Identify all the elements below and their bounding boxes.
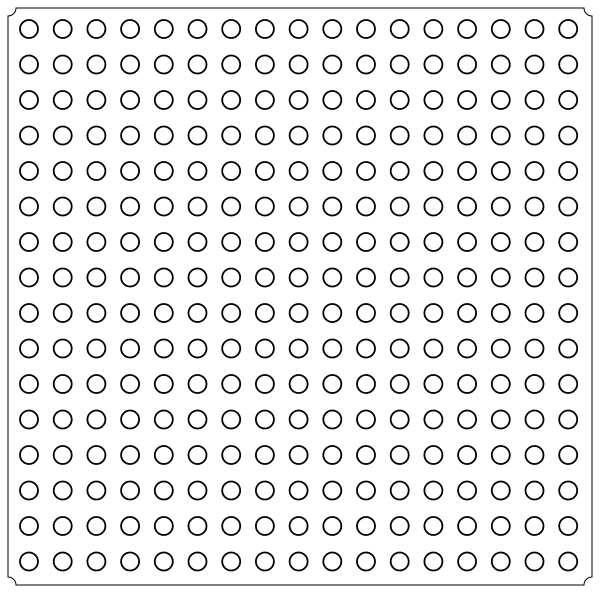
panel-svg [0,0,600,593]
perforated-panel [0,0,600,593]
